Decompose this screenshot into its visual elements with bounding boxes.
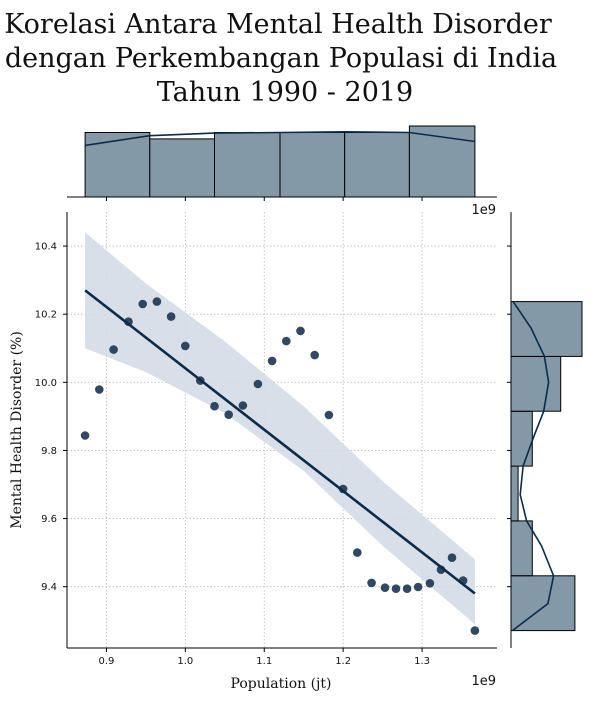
regression-layer bbox=[84, 289, 476, 595]
scatter-point bbox=[413, 582, 423, 592]
histogram-bar bbox=[510, 301, 583, 357]
histogram-bar bbox=[510, 575, 576, 632]
histogram-bar bbox=[214, 132, 281, 198]
marginal-histogram-y bbox=[507, 212, 583, 648]
marginal-histogram-x bbox=[67, 125, 497, 201]
x-tick-label: 1.2 bbox=[335, 656, 351, 667]
regression-line bbox=[84, 289, 476, 595]
top-axis-offset-label: 1e9 bbox=[471, 203, 496, 218]
scatter-point bbox=[80, 431, 90, 440]
histogram-bar bbox=[149, 138, 215, 198]
x-tick-label: 1.0 bbox=[177, 656, 193, 667]
histogram-bar bbox=[510, 520, 533, 577]
scatter-point bbox=[109, 345, 118, 354]
scatter-point bbox=[367, 578, 376, 588]
scatter-point bbox=[267, 356, 277, 366]
y-tick-label: 10.4 bbox=[35, 242, 57, 253]
histogram-bar bbox=[510, 355, 562, 412]
chart-title-line-1: Korelasi Antara Mental Health Disorder bbox=[4, 9, 552, 40]
scatter-point bbox=[95, 385, 104, 394]
x-tick-label: 1.3 bbox=[414, 656, 430, 667]
scatter-point bbox=[402, 584, 412, 593]
scatter-point bbox=[224, 410, 233, 420]
scatter-point bbox=[391, 584, 401, 593]
axes: 0.9 1.0 1.1 1.2 1.3 9.4 9.6 9.8 10.0 10.2 10.4 bbox=[35, 212, 497, 667]
scatter-point bbox=[166, 312, 176, 321]
scatter-point bbox=[152, 297, 162, 306]
scatter-point bbox=[353, 548, 362, 557]
histogram-bar bbox=[279, 132, 346, 198]
scatter-point bbox=[210, 401, 219, 411]
scatter-plot-area: 0.9 1.0 1.1 1.2 1.3 9.4 9.6 9.8 10.0 10.2 10.4 bbox=[35, 212, 497, 667]
y-tick-label: 10.2 bbox=[35, 310, 57, 321]
confidence-band-layer bbox=[85, 232, 475, 625]
scatter-point bbox=[470, 626, 480, 635]
histogram-bar bbox=[408, 125, 476, 198]
x-axis-offset-label: 1e9 bbox=[471, 674, 496, 689]
chart-title: Korelasi Antara Mental Health Disorder d… bbox=[4, 9, 557, 108]
histogram-bar bbox=[344, 132, 410, 198]
y-tick-label: 9.6 bbox=[41, 514, 57, 525]
scatter-point bbox=[296, 326, 305, 336]
scatter-point bbox=[310, 350, 320, 360]
x-tick-label: 0.9 bbox=[98, 656, 114, 667]
chart-title-line-3: Tahun 1990 - 2019 bbox=[157, 77, 413, 108]
histogram-bar bbox=[84, 132, 151, 198]
x-axis-label: Population (jt) bbox=[231, 676, 332, 692]
x-tick-label: 1.1 bbox=[256, 656, 272, 667]
histogram-bar bbox=[510, 410, 533, 467]
y-tick-label: 9.4 bbox=[41, 582, 57, 593]
scatter-point bbox=[380, 583, 390, 592]
scatter-point bbox=[447, 553, 457, 562]
scatter-point bbox=[324, 410, 334, 420]
confidence-band bbox=[85, 232, 475, 625]
y-tick-label: 10.0 bbox=[35, 378, 57, 389]
y-tick-label: 9.8 bbox=[41, 446, 57, 457]
chart-title-line-2: dengan Perkembangan Populasi di India bbox=[5, 43, 557, 74]
histogram-bar bbox=[510, 465, 519, 522]
y-axis-label: Mental Health Disorder (%) bbox=[9, 331, 25, 529]
scatter-point bbox=[425, 579, 435, 588]
marginal-y-kde-curve bbox=[511, 301, 555, 632]
scatter-point bbox=[181, 341, 190, 351]
scatter-point bbox=[138, 299, 147, 309]
marginal-x-kde-curve bbox=[84, 130, 476, 147]
scatter-point bbox=[238, 401, 248, 410]
scatter-point bbox=[253, 379, 263, 389]
scatter-point bbox=[282, 336, 291, 346]
